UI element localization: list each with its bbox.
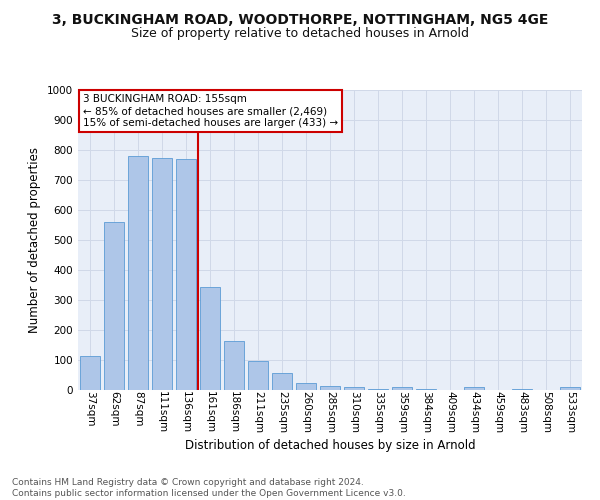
Bar <box>104 222 124 390</box>
Bar <box>80 356 100 390</box>
Y-axis label: Number of detached properties: Number of detached properties <box>28 147 41 333</box>
Bar <box>344 387 364 390</box>
Text: 3, BUCKINGHAM ROAD, WOODTHORPE, NOTTINGHAM, NG5 4GE: 3, BUCKINGHAM ROAD, WOODTHORPE, NOTTINGH… <box>52 12 548 26</box>
Bar <box>248 361 268 390</box>
Text: 3 BUCKINGHAM ROAD: 155sqm
← 85% of detached houses are smaller (2,469)
15% of se: 3 BUCKINGHAM ROAD: 155sqm ← 85% of detac… <box>83 94 338 128</box>
Bar <box>128 156 148 390</box>
Bar <box>464 388 484 390</box>
Text: Contains HM Land Registry data © Crown copyright and database right 2024.
Contai: Contains HM Land Registry data © Crown c… <box>12 478 406 498</box>
Text: Size of property relative to detached houses in Arnold: Size of property relative to detached ho… <box>131 28 469 40</box>
X-axis label: Distribution of detached houses by size in Arnold: Distribution of detached houses by size … <box>185 439 475 452</box>
Bar <box>200 286 220 390</box>
Bar <box>392 388 412 390</box>
Bar <box>320 386 340 390</box>
Bar <box>176 159 196 390</box>
Bar <box>272 373 292 390</box>
Bar <box>560 387 580 390</box>
Bar <box>296 384 316 390</box>
Bar <box>224 341 244 390</box>
Bar <box>152 158 172 390</box>
